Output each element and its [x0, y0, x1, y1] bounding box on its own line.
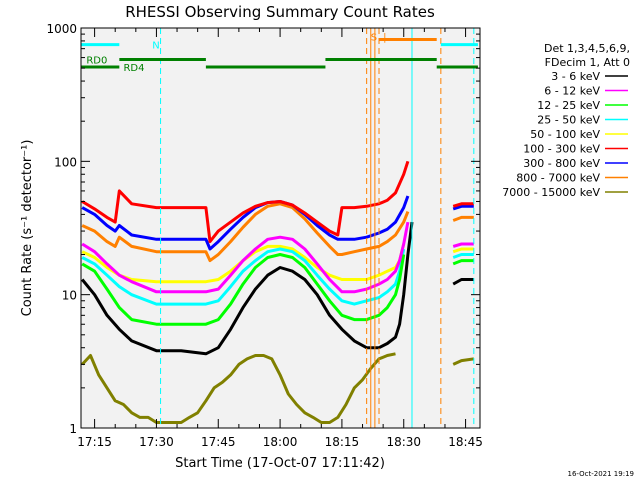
series-line-12-25-kev — [81, 253, 474, 326]
data-layer — [81, 160, 475, 424]
legend: Det 1,3,4,5,6,9, FDecim 1, Att 0 3 - 6 k… — [502, 42, 630, 199]
legend-header-line-1: Det 1,3,4,5,6,9, — [544, 42, 630, 55]
legend-label-6-12-kev: 6 - 12 keV — [544, 85, 600, 98]
y-tick-label-1: 1 — [69, 422, 77, 436]
annotation-label-rd0-2: RD0 — [86, 56, 107, 67]
y-axis-label: Count Rate (s⁻¹ detector⁻¹) — [20, 140, 35, 317]
plot-background — [81, 28, 480, 428]
legend-label-300-800-kev: 300 - 800 keV — [523, 157, 600, 170]
legend-label-12-25-kev: 12 - 25 keV — [537, 99, 600, 112]
legend-label-25-50-kev: 25 - 50 keV — [537, 114, 600, 127]
x-tick-label-18-30: 18:30 — [386, 435, 421, 449]
x-tick-label-18-15: 18:15 — [325, 435, 360, 449]
annotation-label-n-1: N — [152, 41, 159, 52]
legend-label-100-300-kev: 100 - 300 keV — [523, 143, 600, 156]
footer-timestamp: 16-Oct-2021 19:19 — [568, 470, 634, 478]
x-tick-label-17-45: 17:45 — [201, 435, 236, 449]
series-line-3-6-kev — [81, 221, 474, 356]
series-line-25-50-kev — [81, 247, 474, 306]
chart-title: RHESSI Observing Summary Count Rates — [125, 3, 435, 21]
legend-header-line-2: FDecim 1, Att 0 — [545, 56, 630, 69]
annotation-label--5: | — [383, 33, 386, 44]
legend-label-800-7000-kev: 800 - 7000 keV — [516, 172, 600, 185]
legend-label-50-100-kev: 50 - 100 keV — [530, 128, 600, 141]
series-line-7000-15000-kev — [81, 352, 475, 424]
y-tick-label-1000: 1000 — [46, 22, 77, 36]
axes-layer: 1 10 100 1000 17:15 17:30 17:45 18:00 18:15 18:30… — [46, 22, 482, 449]
x-tick-label-17-15: 17:15 — [77, 435, 112, 449]
x-axis-label: Start Time (17-Oct-07 17:11:42) — [175, 456, 385, 471]
legend-label-7000-15000-kev: 7000 - 15000 keV — [502, 186, 600, 199]
x-tick-label-18-00: 18:00 — [263, 435, 298, 449]
annotation-label-rd4-3: RD4 — [123, 63, 144, 74]
y-tick-label-10: 10 — [62, 289, 77, 303]
y-tick-label-100: 100 — [54, 155, 77, 169]
series-line-50-100-kev — [81, 243, 474, 284]
series-line-6-12-kev — [81, 221, 474, 294]
annotation-label-s-4: S — [371, 33, 377, 44]
x-tick-label-17-30: 17:30 — [139, 435, 174, 449]
annotation-layer: N RD0 RD4 S | — [81, 28, 478, 428]
x-tick-label-18-45: 18:45 — [448, 435, 483, 449]
legend-label-3-6-kev: 3 - 6 keV — [551, 70, 600, 83]
